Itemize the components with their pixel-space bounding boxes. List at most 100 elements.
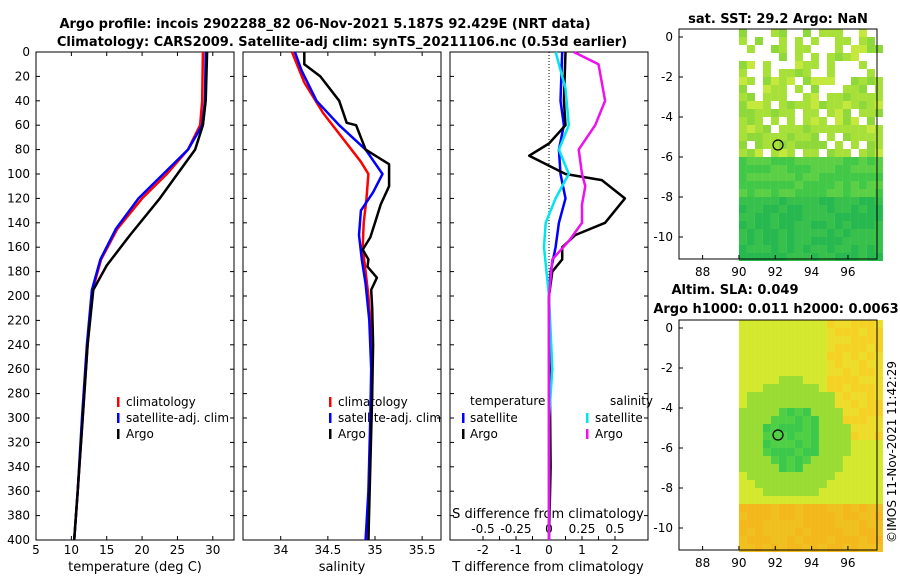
sla-cell bbox=[794, 448, 803, 456]
sst-cell bbox=[794, 45, 803, 53]
temperature-axes bbox=[35, 51, 235, 541]
sla-cell bbox=[762, 480, 771, 488]
sst-cell bbox=[770, 117, 779, 125]
legend-swatch-argo bbox=[117, 429, 120, 439]
sst-cell bbox=[826, 245, 835, 253]
temperature-x-tick-label: 15 bbox=[99, 543, 114, 557]
sst-cell bbox=[810, 213, 819, 221]
sst-cell bbox=[834, 53, 843, 61]
sla-cell bbox=[802, 392, 811, 400]
sla-cell bbox=[818, 464, 827, 472]
sla-cell bbox=[850, 424, 859, 432]
sla-cell bbox=[834, 432, 843, 440]
sst-cell bbox=[746, 157, 755, 165]
sla-cell bbox=[826, 528, 835, 536]
sst-cell bbox=[818, 213, 827, 221]
sst-cell bbox=[874, 85, 883, 93]
sst-cell bbox=[802, 221, 811, 229]
sla-cell bbox=[826, 520, 835, 528]
sst-cell bbox=[770, 157, 779, 165]
sst-cell bbox=[826, 77, 835, 85]
difference-legend: temperature salinity satellite Argo sate… bbox=[452, 389, 653, 445]
sla-cell bbox=[794, 456, 803, 464]
sla-cell bbox=[794, 488, 803, 496]
sst-cell bbox=[802, 157, 811, 165]
sst-map-x-tick-label: 96 bbox=[840, 265, 855, 279]
sla-cell bbox=[738, 360, 747, 368]
sla-cell bbox=[874, 400, 883, 408]
sst-cell bbox=[802, 197, 811, 205]
sst-cell bbox=[810, 237, 819, 245]
sla-cell bbox=[738, 544, 747, 552]
sla-cell bbox=[834, 352, 843, 360]
sst-cell bbox=[858, 77, 867, 85]
sst-cell bbox=[778, 189, 787, 197]
sst-cell bbox=[802, 245, 811, 253]
sst-cell bbox=[778, 205, 787, 213]
sla-cell bbox=[850, 352, 859, 360]
sla-cell bbox=[762, 472, 771, 480]
sst-cell bbox=[810, 117, 819, 125]
sla-cell bbox=[826, 376, 835, 384]
sla-cell bbox=[818, 376, 827, 384]
sla-cell bbox=[802, 368, 811, 376]
sst-cell bbox=[754, 141, 763, 149]
sst-cell bbox=[818, 237, 827, 245]
sst-cell bbox=[802, 181, 811, 189]
sla-cell bbox=[842, 520, 851, 528]
sla-cell bbox=[746, 328, 755, 336]
sst-cell bbox=[874, 125, 883, 133]
sla-cell bbox=[738, 424, 747, 432]
sla-cell bbox=[770, 368, 779, 376]
sst-cell bbox=[762, 213, 771, 221]
sst-cell bbox=[866, 109, 875, 117]
sla-cell bbox=[738, 336, 747, 344]
sst-cell bbox=[842, 253, 851, 261]
legend-label-satellite: satellite-adj. clim bbox=[338, 411, 441, 425]
sst-cell bbox=[746, 205, 755, 213]
sla-cell bbox=[802, 432, 811, 440]
sla-cell bbox=[770, 392, 779, 400]
y-tick-label: 120 bbox=[7, 191, 30, 205]
difference-series-salinity-satellite bbox=[542, 51, 571, 540]
legend-swatch-climatology bbox=[329, 397, 332, 407]
sla-cell bbox=[778, 544, 787, 552]
sst-cell bbox=[794, 229, 803, 237]
sla-cell bbox=[770, 336, 779, 344]
sla-cell bbox=[738, 472, 747, 480]
sst-cell bbox=[874, 45, 883, 53]
sst-cell bbox=[858, 229, 867, 237]
sst-cell bbox=[834, 189, 843, 197]
sla-cell bbox=[866, 504, 875, 512]
y-tick-label: 140 bbox=[7, 216, 30, 230]
difference-x-tick-label: -1 bbox=[510, 543, 522, 557]
salinity-series-argo bbox=[303, 52, 391, 541]
sla-cell bbox=[754, 400, 763, 408]
sst-cell bbox=[778, 229, 787, 237]
temperature-x-tick-label: 30 bbox=[205, 543, 220, 557]
sst-cell bbox=[754, 109, 763, 117]
sst-cell bbox=[874, 237, 883, 245]
sla-cell bbox=[802, 440, 811, 448]
sla-cell bbox=[778, 320, 787, 328]
sst-map-x-tick-label: 94 bbox=[804, 265, 819, 279]
temperature-series-argo bbox=[72, 51, 209, 541]
sla-cell bbox=[754, 504, 763, 512]
legend-header-salinity: salinity bbox=[610, 394, 653, 408]
sst-cell bbox=[810, 165, 819, 173]
sst-cell bbox=[834, 45, 843, 53]
sst-cell bbox=[794, 85, 803, 93]
sla-cell bbox=[754, 320, 763, 328]
sla-map-x-tick-label: 96 bbox=[840, 556, 855, 570]
sla-cell bbox=[738, 504, 747, 512]
sla-cell bbox=[818, 360, 827, 368]
sst-cell bbox=[738, 237, 747, 245]
sst-cell bbox=[746, 229, 755, 237]
sst-cell bbox=[738, 165, 747, 173]
title-line1: Argo profile: incois 2902288_82 06-Nov-2… bbox=[59, 17, 590, 32]
sla-cell bbox=[826, 488, 835, 496]
sla-cell bbox=[778, 512, 787, 520]
sst-cell bbox=[770, 221, 779, 229]
sst-cell bbox=[810, 173, 819, 181]
